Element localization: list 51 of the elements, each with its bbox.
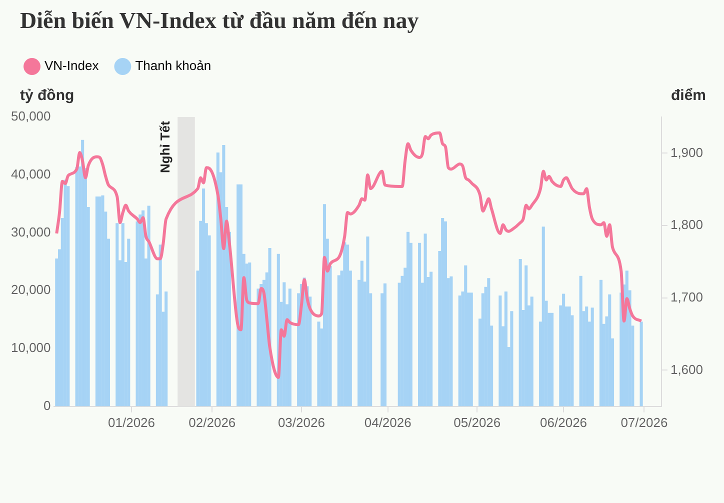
bar xyxy=(510,311,514,406)
bar xyxy=(236,184,240,406)
y-tick-label: 40,000 xyxy=(10,166,51,182)
bar xyxy=(164,291,168,406)
x-tick-label: 03/2026 xyxy=(278,414,325,430)
bar xyxy=(418,242,422,406)
y-tick-label: 10,000 xyxy=(10,340,51,356)
x-tick-label: 04/2026 xyxy=(364,414,412,430)
legend-label: VN-Index xyxy=(44,58,100,74)
bar xyxy=(288,288,292,406)
bar xyxy=(498,296,502,406)
bar xyxy=(470,292,473,406)
y-tick-label: 20,000 xyxy=(10,282,51,298)
bar xyxy=(487,278,490,406)
bar xyxy=(524,265,528,406)
bar xyxy=(366,236,370,406)
x-tick-label: 05/2026 xyxy=(454,414,501,430)
bar xyxy=(147,206,150,406)
bar xyxy=(127,238,130,406)
bar xyxy=(450,276,453,406)
bar xyxy=(504,291,508,406)
x-tick-label: 06/2026 xyxy=(540,414,588,430)
bar xyxy=(216,152,220,406)
bar xyxy=(248,262,252,406)
band-label: Nghỉ Tết xyxy=(158,120,173,173)
legend-label: Thanh khoản xyxy=(135,58,212,74)
y-tick-label: 30,000 xyxy=(10,224,51,240)
bar xyxy=(95,196,98,406)
bar xyxy=(116,223,119,406)
bar xyxy=(608,294,612,406)
bar xyxy=(317,322,320,406)
bar xyxy=(590,308,594,406)
bar xyxy=(383,283,387,406)
y2-axis-title: điểm xyxy=(670,87,706,104)
y-tick-label: 50,000 xyxy=(10,108,51,124)
x-tick-label: 01/2026 xyxy=(108,414,156,430)
y-axis-title: tỷ đồng xyxy=(20,87,74,104)
chart-title: Diễn biến VN-Index từ đầu năm đến nay xyxy=(20,8,419,34)
bar xyxy=(599,280,603,406)
bar xyxy=(550,312,554,406)
x-tick-label: 07/2026 xyxy=(620,414,668,430)
y-tick-label: 0 xyxy=(44,398,51,413)
bar xyxy=(430,272,433,406)
y2-tick-label: 1,700 xyxy=(670,289,704,304)
y2-tick-label: 1,800 xyxy=(670,217,704,232)
bar xyxy=(640,322,643,406)
bar xyxy=(444,221,447,406)
y2-tick-label: 1,900 xyxy=(670,144,704,160)
y2-tick-label: 1,600 xyxy=(670,362,704,377)
bar xyxy=(530,296,534,406)
x-tick-label: 02/2026 xyxy=(188,414,236,430)
